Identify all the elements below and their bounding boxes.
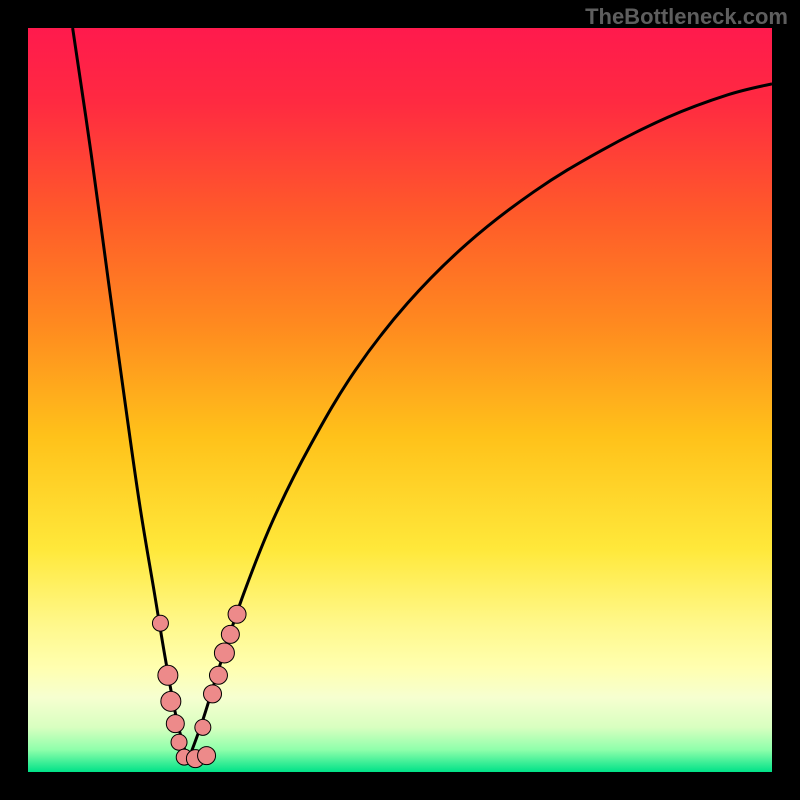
data-marker (204, 685, 222, 703)
watermark-text: TheBottleneck.com (585, 4, 788, 30)
data-marker (171, 734, 187, 750)
data-marker (214, 643, 234, 663)
plot-area (28, 28, 772, 772)
data-marker (195, 719, 211, 735)
data-marker (158, 665, 178, 685)
curve-layer (28, 28, 772, 772)
data-marker (198, 747, 216, 765)
data-marker (166, 715, 184, 733)
curve-right-branch (188, 84, 772, 761)
curve-left-branch (73, 28, 188, 761)
data-marker (161, 691, 181, 711)
data-marker (209, 666, 227, 684)
data-marker (228, 605, 246, 623)
data-marker (221, 625, 239, 643)
data-marker (152, 615, 168, 631)
